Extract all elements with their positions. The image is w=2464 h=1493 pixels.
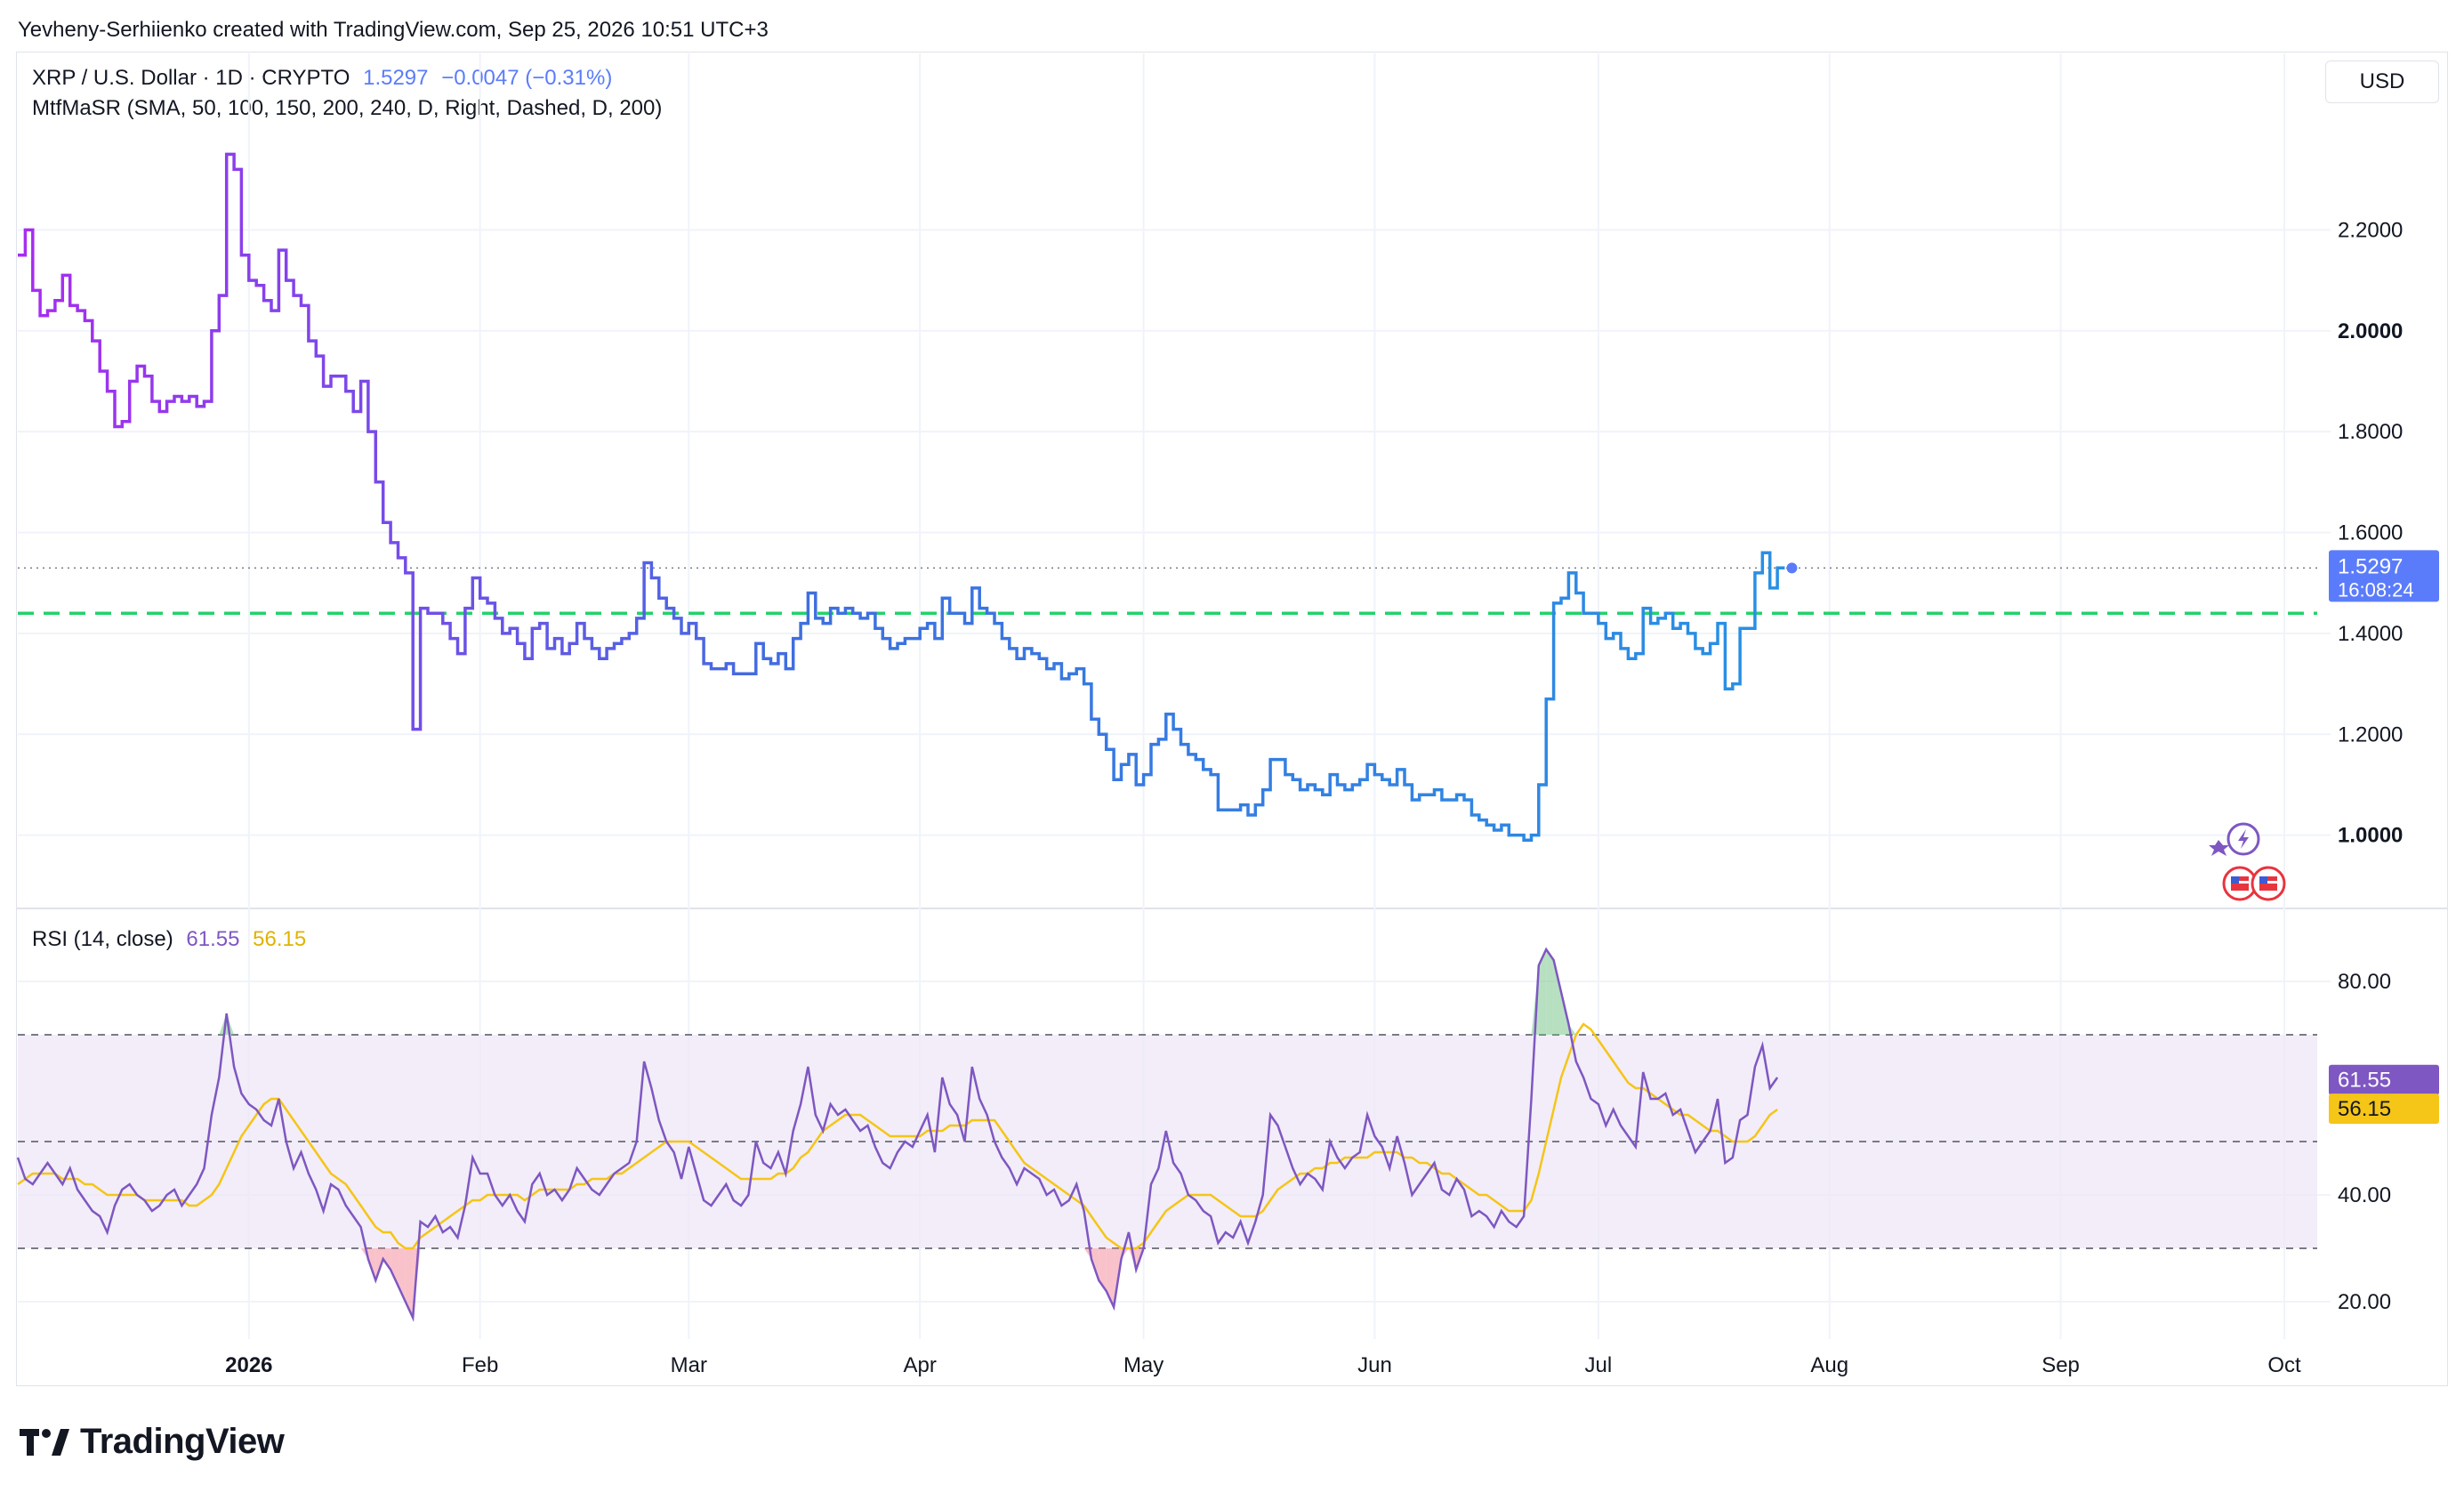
- price-change: −0.0047 (−0.31%): [441, 66, 613, 90]
- flag-stripe: [2259, 881, 2277, 884]
- rsi-oversold-fill: [413, 1248, 421, 1318]
- x-tick-label: 2026: [225, 1353, 272, 1377]
- rsi-overbought-fill: [1546, 949, 1554, 1035]
- x-tick-label: Mar: [671, 1353, 707, 1377]
- price-tick-label: 1.6000: [2338, 521, 2403, 545]
- price-tick-label: 1.2000: [2338, 722, 2403, 746]
- rsi-tick-label: 80.00: [2338, 970, 2391, 994]
- rsi-tick-label: 20.00: [2338, 1290, 2391, 1314]
- rsi-ma-value-label: [2329, 1094, 2439, 1125]
- indicator-title: MtfMaSR (SMA, 50, 100, 150, 200, 240, D,…: [32, 96, 663, 120]
- symbol-title[interactable]: XRP / U.S. Dollar · 1D · CRYPTO: [32, 66, 350, 90]
- price-tick-label: 1.4000: [2338, 622, 2403, 646]
- x-tick-label: Jun: [1357, 1353, 1392, 1377]
- flag-stripe: [2231, 881, 2249, 884]
- x-tick-label: May: [1123, 1353, 1164, 1377]
- flag-canton: [2259, 876, 2267, 884]
- last-price: 1.5297: [363, 66, 429, 90]
- price-line: [18, 152, 1785, 843]
- x-tick-label: Feb: [462, 1353, 498, 1377]
- rsi-ma-value-text: 56.15: [2338, 1097, 2391, 1121]
- flag-canton: [2231, 876, 2239, 884]
- indicator-legend[interactable]: MtfMaSR (SMA, 50, 100, 150, 200, 240, D,…: [32, 96, 669, 121]
- currency-button[interactable]: USD: [2325, 61, 2439, 103]
- rsi-value: 61.55: [186, 927, 240, 951]
- rsi-overbought-fill: [1553, 960, 1561, 1035]
- price-tick-label: 2.0000: [2338, 319, 2403, 343]
- rsi-oversold-fill: [405, 1248, 414, 1318]
- main-legend: XRP / U.S. Dollar · 1D · CRYPTO 1.5297 −…: [32, 66, 619, 91]
- rsi-line: [16, 947, 1779, 1322]
- bar-countdown: 16:08:24: [2338, 578, 2414, 601]
- x-tick-label: Sep: [2041, 1353, 2080, 1377]
- x-tick-label: Oct: [2267, 1353, 2301, 1377]
- rsi-legend[interactable]: RSI (14, close) 61.55 56.15: [32, 927, 313, 952]
- rsi-title: RSI (14, close): [32, 927, 173, 951]
- current-price-value: 1.5297: [2338, 554, 2403, 578]
- lightning-bolt-icon: [2238, 829, 2249, 849]
- last-price-dot: [1786, 562, 1798, 574]
- rsi-ma-value: 56.15: [253, 927, 307, 951]
- x-tick-label: Apr: [903, 1353, 936, 1377]
- tradingview-logo-icon: [20, 1428, 69, 1456]
- tradingview-logo[interactable]: TradingView: [20, 1422, 285, 1462]
- price-tick-label: 2.2000: [2338, 218, 2403, 242]
- rsi-tick-label: 40.00: [2338, 1183, 2391, 1207]
- chart-frame: [16, 52, 2448, 1386]
- rsi-value-text: 61.55: [2338, 1069, 2391, 1093]
- rsi-value-label: [2329, 1064, 2439, 1095]
- tradingview-logo-text: TradingView: [80, 1422, 285, 1461]
- rsi-oversold-fill: [1099, 1248, 1107, 1291]
- chart-caption: Yevheny-Serhiienko created with TradingV…: [18, 18, 769, 42]
- price-tick-label: 1.0000: [2338, 824, 2403, 848]
- rsi-oversold-fill: [1128, 1248, 1137, 1270]
- x-tick-label: Aug: [1810, 1353, 1848, 1377]
- rsi-oversold-fill: [1106, 1248, 1115, 1307]
- x-tick-label: Jul: [1585, 1353, 1613, 1377]
- rsi-oversold-fill: [391, 1248, 399, 1286]
- rsi-oversold-fill: [382, 1248, 391, 1270]
- rsi-overbought-fill: [1538, 949, 1547, 1035]
- current-price-label: [2329, 550, 2439, 602]
- price-tick-label: 1.8000: [2338, 420, 2403, 444]
- rsi-ma-line: [17, 1022, 1778, 1250]
- sparkle-icon: [2209, 840, 2229, 856]
